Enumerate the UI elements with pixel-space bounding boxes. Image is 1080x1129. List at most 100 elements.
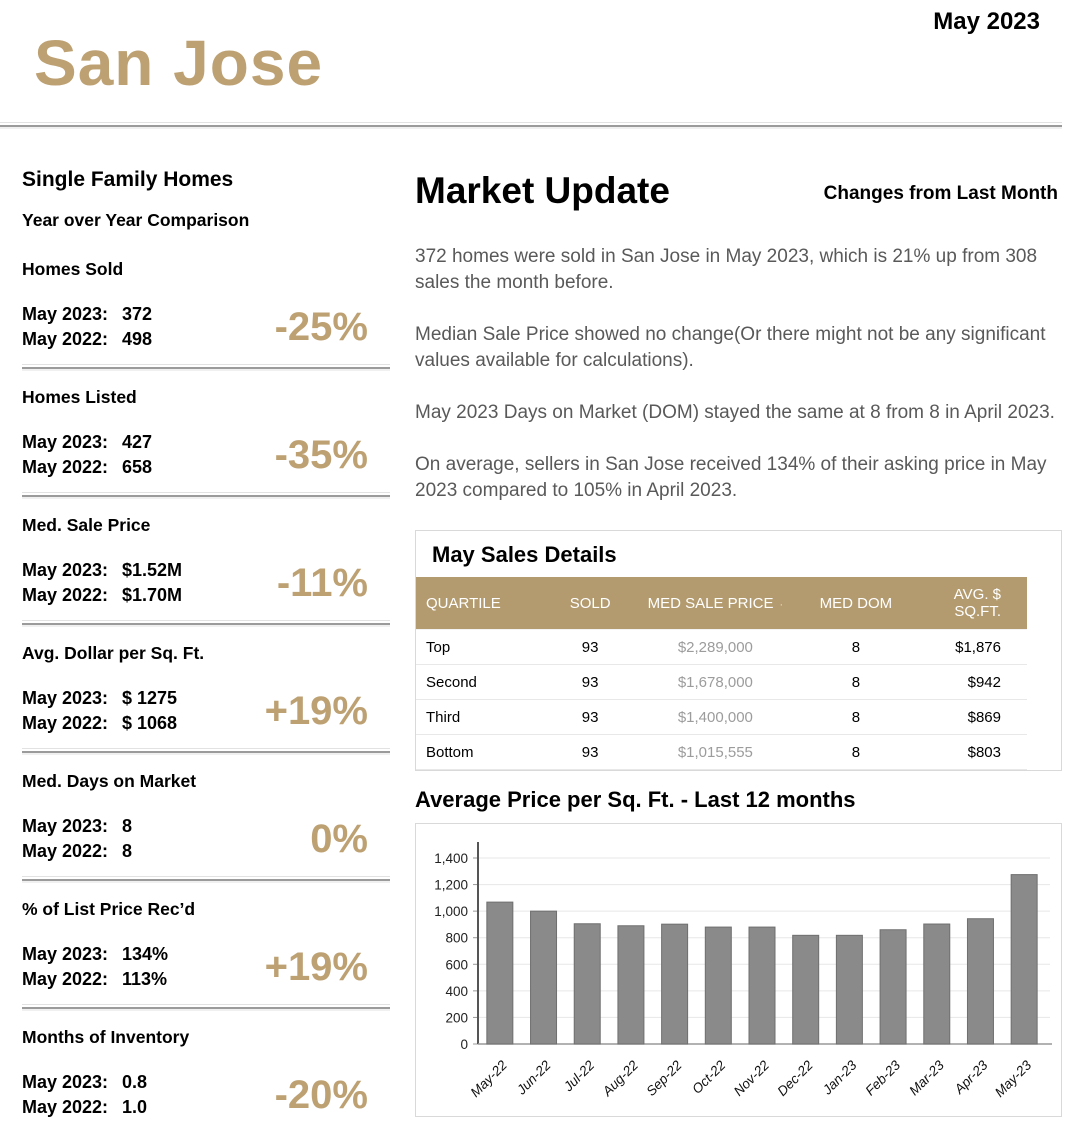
stat-value-2023: 427 <box>122 432 153 452</box>
stat-label: Avg. Dollar per Sq. Ft. <box>22 643 205 663</box>
year-label: May 2022: <box>22 969 109 989</box>
svg-text:Dec-22: Dec-22 <box>774 1057 816 1099</box>
stat-value-2022: 658 <box>122 457 153 477</box>
table-header-row: QUARTILE SOLD MED SALE PRICE · MED DOM AV… <box>416 577 1027 630</box>
cell-sold: 93 <box>550 664 630 700</box>
bar-chart-svg: 0 200 400 600 800 1,000 1,200 1,400 May-22 Jun-22… <box>434 842 1052 1100</box>
year-label: May 2022: <box>22 329 109 349</box>
cell-avg-sqft: $803 <box>910 734 1027 770</box>
summary-paragraph: On average, sellers in San Jose received… <box>415 454 1047 501</box>
stat-section-med-sale-price: Med. Sale Price May 2023: $1.52M May 2022… <box>22 515 390 608</box>
svg-text:Sep-22: Sep-22 <box>643 1057 685 1099</box>
svg-text:Aug-22: Aug-22 <box>599 1057 641 1099</box>
year-label: May 2023: <box>22 304 109 324</box>
cell-sold: 93 <box>550 629 630 665</box>
stat-value-2023: 134% <box>122 944 169 964</box>
col-med-dom: MED DOM <box>800 577 911 630</box>
yoy-percent: -20% <box>274 1072 368 1117</box>
col-avg-sqft: AVG. $ SQ.FT. <box>910 577 1027 630</box>
year-label: May 2023: <box>22 560 109 580</box>
sort-dot-icon: · <box>779 598 784 611</box>
header-divider <box>0 122 1062 127</box>
cell-med-dom: 8 <box>800 629 911 665</box>
svg-text:Nov-22: Nov-22 <box>731 1057 773 1099</box>
divider <box>22 364 390 369</box>
svg-text:800: 800 <box>445 931 468 946</box>
svg-text:Mar-23: Mar-23 <box>906 1057 947 1098</box>
stat-value-2022: 1.0 <box>122 1097 148 1117</box>
year-label: May 2023: <box>22 432 109 452</box>
year-label: May 2023: <box>22 688 109 708</box>
yoy-stats-panel: Single Family Homes Year over Year Compa… <box>22 168 390 1120</box>
stat-section-med-days-on-market: Med. Days on Market May 2023: 8 May 2022:… <box>22 771 390 864</box>
svg-text:Jan-23: Jan-23 <box>819 1057 860 1098</box>
svg-text:1,000: 1,000 <box>434 904 468 919</box>
cell-med-sale-price: $2,289,000 <box>629 629 801 665</box>
stat-value-2022: $ 1068 <box>122 713 178 733</box>
cell-med-sale-price: $1,400,000 <box>629 699 801 735</box>
divider <box>22 876 390 881</box>
year-label: May 2022: <box>22 457 109 477</box>
year-label: May 2023: <box>22 816 109 836</box>
chart-title: Average Price per Sq. Ft. - Last 12 mont… <box>415 787 856 812</box>
stat-section-homes-listed: Homes Listed May 2023: 427 May 2022: 658 -… <box>22 387 390 480</box>
stat-label: Months of Inventory <box>22 1027 190 1047</box>
year-label: May 2023: <box>22 1072 109 1092</box>
panel-title: Single Family Homes <box>22 168 234 191</box>
stat-value-2022: 8 <box>122 841 133 861</box>
stat-value-2023: 0.8 <box>122 1072 148 1092</box>
cell-sold: 93 <box>550 734 630 770</box>
divider <box>22 748 390 753</box>
divider <box>22 492 390 497</box>
cell-avg-sqft: $869 <box>910 699 1027 735</box>
yoy-percent: -11% <box>276 560 368 605</box>
cell-med-sale-price: $1,015,555 <box>629 734 801 770</box>
stat-label: Med. Days on Market <box>22 771 197 791</box>
cell-quartile: Top <box>416 629 551 665</box>
divider <box>22 620 390 625</box>
summary-paragraph: 372 homes were sold in San Jose in May 2… <box>415 246 1038 293</box>
price-per-sqft-chart: 0 200 400 600 800 1,000 1,200 1,400 May-22 Jun-22… <box>415 823 1062 1117</box>
cell-avg-sqft: $1,876 <box>910 629 1027 665</box>
yoy-percent: +19% <box>264 944 368 989</box>
svg-text:400: 400 <box>445 984 468 999</box>
stat-label: % of List Price Rec’d <box>22 899 196 919</box>
col-med-sale-price: MED SALE PRICE · <box>629 577 801 630</box>
summary-paragraph: May 2023 Days on Market (DOM) stayed the… <box>415 402 1055 423</box>
yoy-percent: +19% <box>264 688 368 733</box>
stat-value-2023: $1.52M <box>122 560 183 580</box>
svg-text:600: 600 <box>445 957 468 972</box>
market-update-title: Market Update <box>415 170 670 211</box>
report-month: May 2023 <box>933 8 1040 35</box>
svg-text:Feb-23: Feb-23 <box>862 1057 903 1098</box>
divider <box>22 1004 390 1009</box>
stat-section-homes-sold: Homes Sold May 2023: 372 May 2022: 498 -25… <box>22 259 390 352</box>
cell-med-dom: 8 <box>800 664 911 700</box>
sales-details-title: May Sales Details <box>432 542 617 567</box>
stat-label: Homes Listed <box>22 387 137 407</box>
stat-value-2022: 113% <box>122 969 168 989</box>
col-sold: SOLD <box>550 577 630 630</box>
cell-sold: 93 <box>550 699 630 735</box>
svg-text:May-23: May-23 <box>992 1057 1035 1100</box>
cell-quartile: Bottom <box>416 734 551 770</box>
year-label: May 2022: <box>22 713 109 733</box>
stat-value-2023: 372 <box>122 304 153 324</box>
cell-med-sale-price: $1,678,000 <box>629 664 801 700</box>
col-quartile: QUARTILE <box>416 577 551 630</box>
stat-value-2022: $1.70M <box>122 585 183 605</box>
stat-label: Med. Sale Price <box>22 515 151 535</box>
summary-paragraph: Median Sale Price showed no change(Or th… <box>415 324 1046 371</box>
city-title: San Jose <box>34 27 324 99</box>
stat-value-2023: $ 1275 <box>122 688 178 708</box>
svg-text:Apr-23: Apr-23 <box>951 1057 991 1097</box>
stat-value-2023: 8 <box>122 816 133 836</box>
market-summary: 372 homes were sold in San Jose in May 2… <box>415 244 1062 504</box>
stat-section-months-of-inventory: Months of Inventory May 2023: 0.8 May 202… <box>22 1027 390 1120</box>
svg-text:1,400: 1,400 <box>434 851 468 866</box>
svg-text:0: 0 <box>460 1037 468 1052</box>
year-label: May 2022: <box>22 841 109 861</box>
yoy-percent: -35% <box>274 432 368 477</box>
svg-text:200: 200 <box>445 1010 468 1025</box>
table-row: Third 93 $1,400,000 8 $869 <box>416 699 1027 735</box>
